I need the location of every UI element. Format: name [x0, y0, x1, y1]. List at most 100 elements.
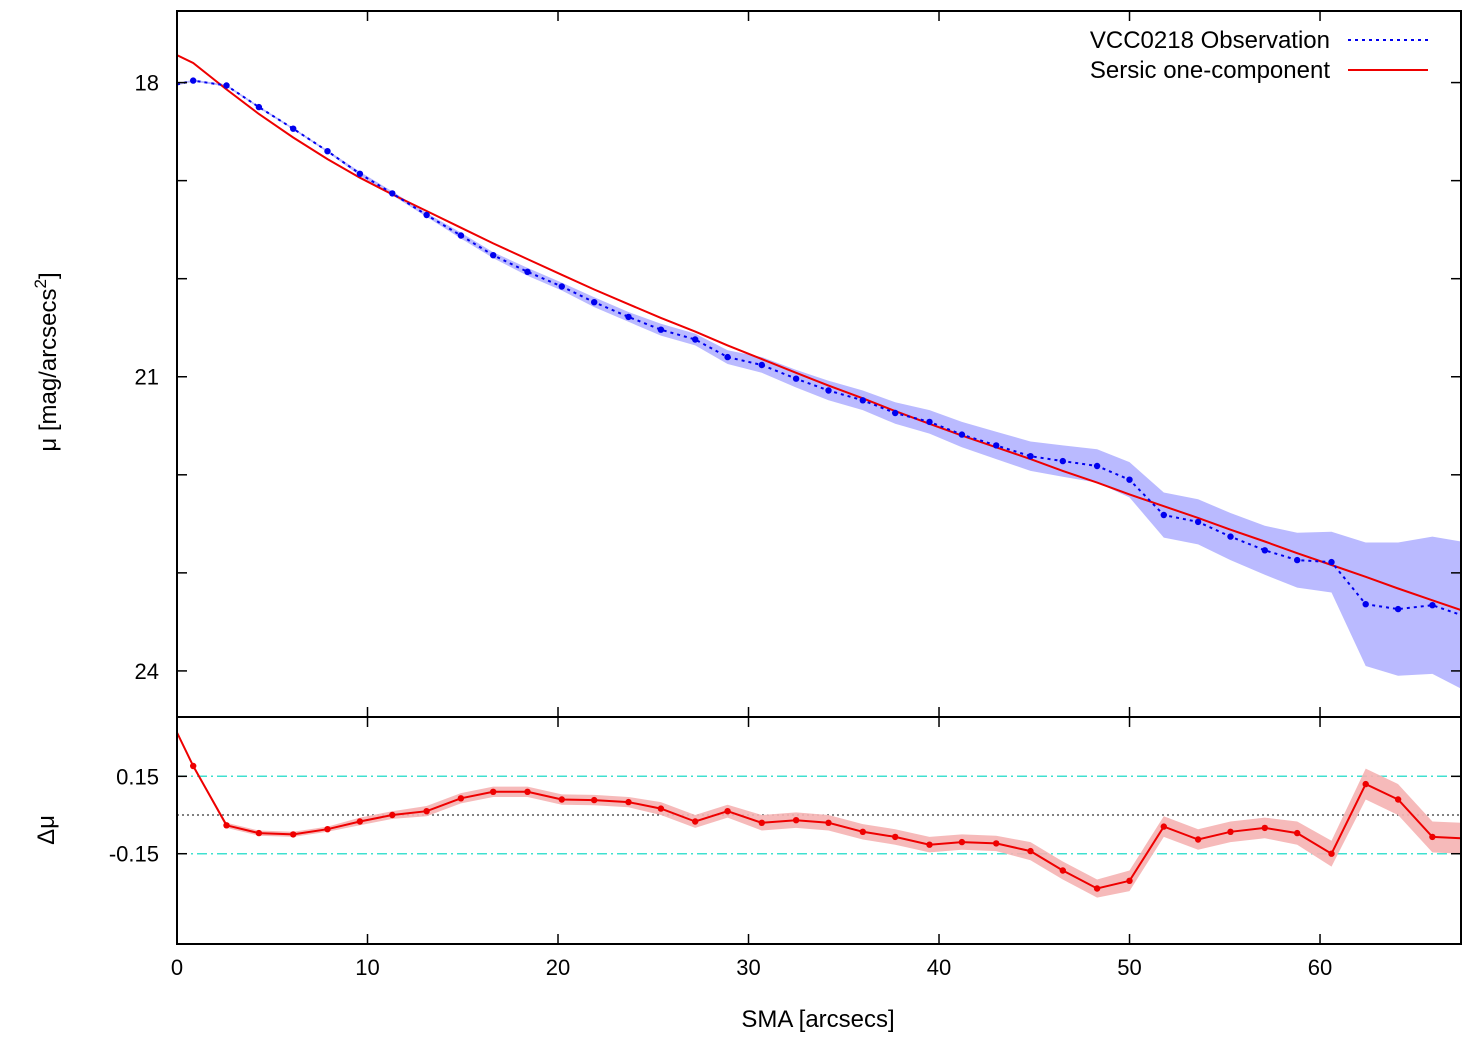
observation-point: [825, 387, 832, 394]
observation-point: [1126, 476, 1133, 483]
residual-point: [1429, 833, 1436, 841]
observation-point: [255, 103, 263, 111]
x-tick-label: 10: [355, 955, 379, 980]
y-tick-label-profile: 18: [135, 71, 159, 96]
observation-point: [558, 283, 565, 290]
observation-point: [290, 125, 297, 132]
profile-error-bands: [177, 79, 1461, 689]
observation-point: [356, 170, 364, 177]
residual-point: [1394, 796, 1402, 803]
observation-point: [490, 252, 497, 259]
axis-ticks: [176, 11, 1461, 944]
plot-frames: [176, 10, 1462, 945]
residual-point: [993, 840, 1000, 847]
residual-frame: [176, 716, 1462, 945]
observation-point: [1429, 602, 1436, 609]
observation-point: [692, 336, 699, 343]
residual-point: [255, 829, 263, 837]
profile-frame: [176, 10, 1462, 718]
residual-point: [558, 796, 565, 803]
residual-point: [926, 841, 933, 848]
residual-line: [177, 732, 1461, 890]
observation-point: [1027, 453, 1034, 460]
y-tick-label-residual: -0.15: [109, 842, 159, 867]
observation-point: [724, 353, 731, 361]
observation-point: [1227, 533, 1234, 540]
observation-point: [190, 77, 197, 84]
observation-point: [1294, 556, 1301, 564]
residual-error-bands: [177, 731, 1461, 898]
residual-error-band: [177, 731, 1461, 898]
y-axis-label-residual: Δμ: [33, 815, 60, 845]
residual-point: [1362, 780, 1369, 788]
observation-point: [1093, 462, 1101, 470]
residual-point: [1059, 867, 1067, 874]
legend: VCC0218 Observation Sersic one-component: [1090, 27, 1428, 84]
residual-point: [625, 798, 632, 806]
observation-point: [958, 431, 966, 438]
residual-point: [859, 828, 866, 835]
residual-point: [892, 833, 899, 841]
residual-point: [190, 762, 197, 770]
residual-point: [223, 822, 230, 829]
observation-point: [625, 313, 632, 321]
observation-point: [524, 268, 531, 275]
x-axis-label: SMA [arcsecs]: [741, 1006, 894, 1033]
residual-point: [1027, 847, 1034, 855]
legend-label-sersic: Sersic one-component: [1090, 57, 1330, 84]
residual-point: [758, 819, 765, 826]
residual-point: [1227, 828, 1234, 835]
residual-point: [958, 838, 966, 846]
x-tick-label: 0: [171, 955, 183, 980]
residual-lines: [177, 732, 1461, 892]
sersic-model-line: [177, 54, 1461, 612]
observation-point: [591, 299, 598, 306]
observation-point: [457, 232, 465, 239]
residual-point: [792, 817, 800, 824]
y-axis-label-profile-close: ]: [35, 272, 62, 279]
residual-point: [1328, 850, 1335, 857]
residual-point: [724, 808, 731, 815]
residual-point: [591, 796, 598, 804]
residual-point: [1194, 836, 1202, 843]
residual-point: [692, 818, 699, 825]
observation-point: [223, 82, 230, 89]
residual-point: [389, 811, 396, 819]
x-tick-label: 30: [736, 955, 760, 980]
observation-point: [892, 409, 899, 417]
residual-point: [524, 788, 531, 795]
observation-point: [657, 326, 665, 333]
residual-point: [1294, 829, 1301, 837]
observation-point: [1194, 518, 1202, 526]
residual-point: [490, 788, 497, 795]
x-tick-label: 50: [1117, 955, 1141, 980]
observation-point: [1328, 558, 1335, 566]
residual-point: [356, 818, 364, 825]
residual-point: [423, 808, 430, 815]
axis-tick-labels: 0 10 20 30 40 50 60 18 21 24 0.15 -0.15: [109, 71, 1332, 980]
observation-point: [423, 211, 430, 219]
residual-point: [825, 819, 832, 826]
observation-error-band: [177, 79, 1461, 689]
observation-point: [926, 418, 933, 426]
residual-point: [1093, 885, 1101, 892]
y-axis-label-profile: μ [mag/arcsecs2]: [31, 272, 62, 451]
y-tick-label-residual: 0.15: [116, 764, 159, 789]
observation-point: [993, 442, 1000, 449]
observation-point: [1362, 601, 1369, 608]
observation-point: [324, 148, 331, 155]
observation-point: [859, 397, 866, 404]
observation-point: [1394, 605, 1402, 613]
residual-point: [1126, 877, 1133, 884]
observation-point: [389, 190, 396, 197]
y-axis-label-profile-main: μ [mag/arcsecs: [35, 288, 62, 451]
observation-point: [758, 361, 765, 369]
legend-label-observation: VCC0218 Observation: [1090, 27, 1330, 54]
x-tick-label: 60: [1308, 955, 1332, 980]
y-tick-label-profile: 24: [135, 659, 159, 684]
x-tick-label: 20: [546, 955, 570, 980]
x-tick-label: 40: [927, 955, 951, 980]
observation-point: [1059, 457, 1067, 465]
